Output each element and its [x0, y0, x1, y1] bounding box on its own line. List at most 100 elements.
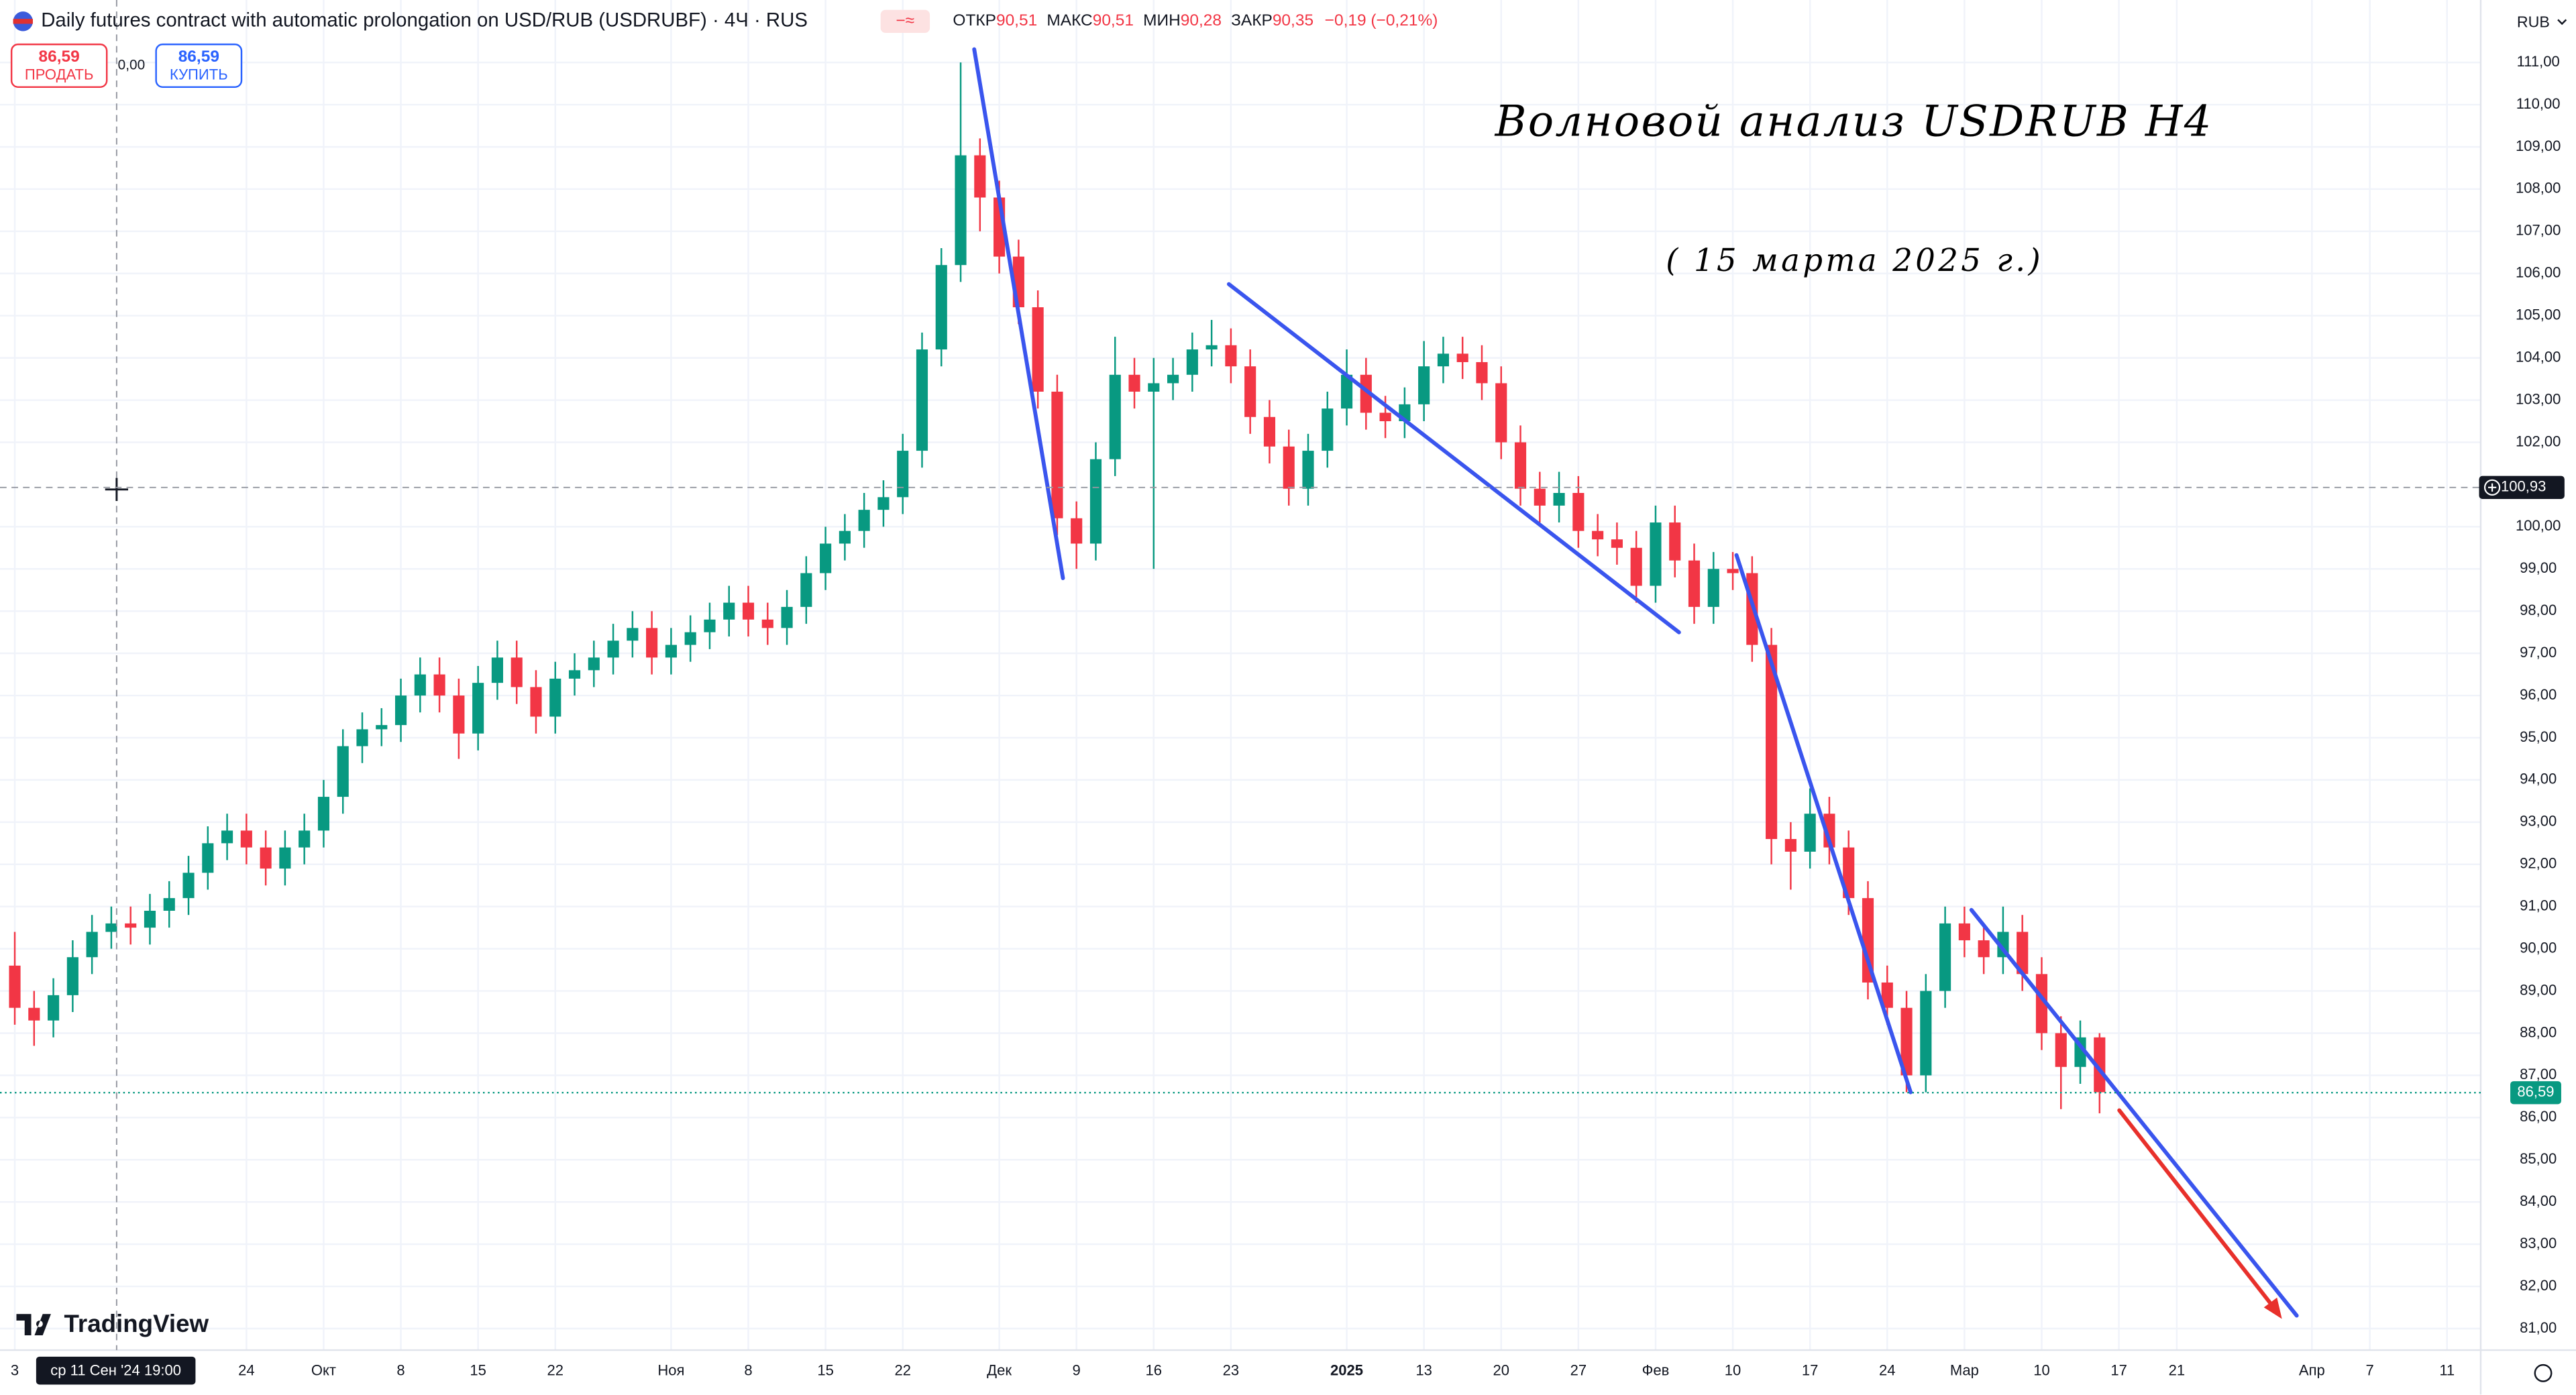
x-tick-label: 17	[1802, 1362, 1819, 1379]
candle-body	[568, 670, 581, 679]
candle-body	[1958, 923, 1970, 941]
candle-body	[1322, 408, 1334, 451]
arrow-line	[2117, 1108, 2276, 1310]
candle-body	[1109, 374, 1121, 459]
y-tick-label: 103,00	[2516, 390, 2561, 407]
candle-body	[1225, 345, 1237, 367]
candle-body	[1244, 366, 1256, 417]
trend-line	[972, 47, 1065, 580]
candle-body	[1456, 353, 1468, 362]
x-tick-label: 23	[1223, 1362, 1240, 1379]
candle-body	[858, 510, 870, 531]
candle-body	[704, 619, 716, 632]
candle-body	[2035, 974, 2048, 1034]
ohlc-value: 90,51	[1093, 11, 1134, 30]
y-tick-label: 88,00	[2520, 1023, 2557, 1040]
currency-chevron[interactable]	[2557, 19, 2567, 25]
candle-body	[1843, 847, 1855, 899]
crosshair-price-badge	[2479, 476, 2565, 499]
candle-body	[28, 1007, 40, 1021]
buy-price[interactable]: 86,59	[178, 48, 219, 66]
crosshair-time-label: ср 11 Сен '24 19:00	[50, 1362, 181, 1379]
candle-body	[916, 349, 928, 451]
ohlc-change: −0,19 (−0,21%)	[1325, 11, 1438, 30]
candle-body	[742, 602, 755, 620]
y-tick-label: 85,00	[2520, 1150, 2557, 1167]
trend-lines	[972, 47, 2299, 1318]
candle-body	[1089, 459, 1102, 544]
candle-body	[607, 640, 619, 658]
candle-body	[665, 645, 677, 658]
y-tick-label: 104,00	[2516, 348, 2561, 365]
compare-icon[interactable]: −≈	[896, 11, 915, 30]
crosshair-price-label: 100,93	[2501, 478, 2546, 495]
candle-body	[897, 451, 909, 498]
x-tick-label: 15	[470, 1362, 486, 1379]
last-price-badge	[2510, 1081, 2561, 1105]
overlay: 86,59 100,93 ср 11 Сен '24 19:00	[0, 476, 2565, 1385]
y-tick-label: 90,00	[2520, 939, 2557, 956]
candle-body	[1650, 522, 1662, 586]
candle-body	[260, 847, 272, 869]
x-tick-label: 20	[1493, 1362, 1509, 1379]
x-tick-label: 2025	[1330, 1362, 1363, 1379]
ohlc-value: 90,28	[1181, 11, 1222, 30]
candle-body	[453, 695, 465, 734]
candle-body	[549, 678, 561, 717]
candle-body	[839, 531, 851, 544]
x-tick-label: 10	[2033, 1362, 2050, 1379]
x-tick-label: Фев	[1642, 1362, 1670, 1379]
candle-body	[48, 995, 60, 1021]
candle-body	[279, 847, 291, 869]
candle-body	[317, 797, 330, 831]
candle-body	[1823, 814, 1835, 848]
ohlc-values: ОТКР90,51 МАКС90,51 МИН90,28 ЗАКР90,35 −…	[953, 11, 1438, 30]
candle-body	[1669, 522, 1681, 561]
candle-body	[530, 687, 542, 717]
crosshair-time-badge	[36, 1356, 196, 1385]
sell-label[interactable]: ПРОДАТЬ	[25, 66, 94, 82]
candle-body	[723, 602, 735, 620]
trend-line	[1734, 553, 1913, 1095]
sell-price[interactable]: 86,59	[39, 48, 80, 66]
settings-icon[interactable]	[2534, 1363, 2553, 1382]
forecast-arrow	[2117, 1108, 2282, 1319]
candle-body	[935, 265, 947, 350]
y-tick-label: 105,00	[2516, 306, 2561, 323]
candles	[9, 62, 2106, 1114]
x-tick-label: 11	[2439, 1362, 2455, 1379]
candle-body	[414, 674, 426, 696]
x-tick-label: 7	[2366, 1362, 2374, 1379]
candle-body	[66, 957, 78, 995]
candle-body	[1360, 374, 1372, 413]
y-tick-label: 92,00	[2520, 855, 2557, 872]
y-tick-label: 93,00	[2520, 813, 2557, 830]
compare-button[interactable]	[880, 9, 930, 33]
y-tick-label: 86,00	[2520, 1108, 2557, 1125]
candle-body	[1495, 383, 1507, 443]
candle-body	[1727, 569, 1739, 573]
candle-body	[1071, 518, 1083, 544]
buy-label[interactable]: КУПИТЬ	[170, 66, 228, 82]
currency[interactable]: RUB	[2517, 13, 2550, 30]
candle-body	[9, 965, 21, 1008]
candle-body	[105, 923, 117, 932]
buy-button[interactable]	[155, 43, 243, 89]
candle-body	[588, 657, 600, 671]
candle-body	[1051, 391, 1063, 518]
candle-body	[86, 932, 98, 958]
y-tick-label: 110,00	[2516, 95, 2561, 112]
candle-body	[1978, 940, 1990, 958]
candle-body	[472, 683, 484, 734]
candle-body	[394, 695, 407, 726]
x-tick-label: 15	[817, 1362, 834, 1379]
candle-body	[800, 573, 812, 607]
candle-body	[781, 606, 793, 628]
candle-body	[356, 729, 368, 746]
candle-body	[1920, 991, 1932, 1076]
x-tick-label: 22	[894, 1362, 911, 1379]
y-tick-label: 91,00	[2520, 897, 2557, 914]
sell-button[interactable]	[10, 43, 108, 89]
candle-body	[144, 910, 156, 928]
